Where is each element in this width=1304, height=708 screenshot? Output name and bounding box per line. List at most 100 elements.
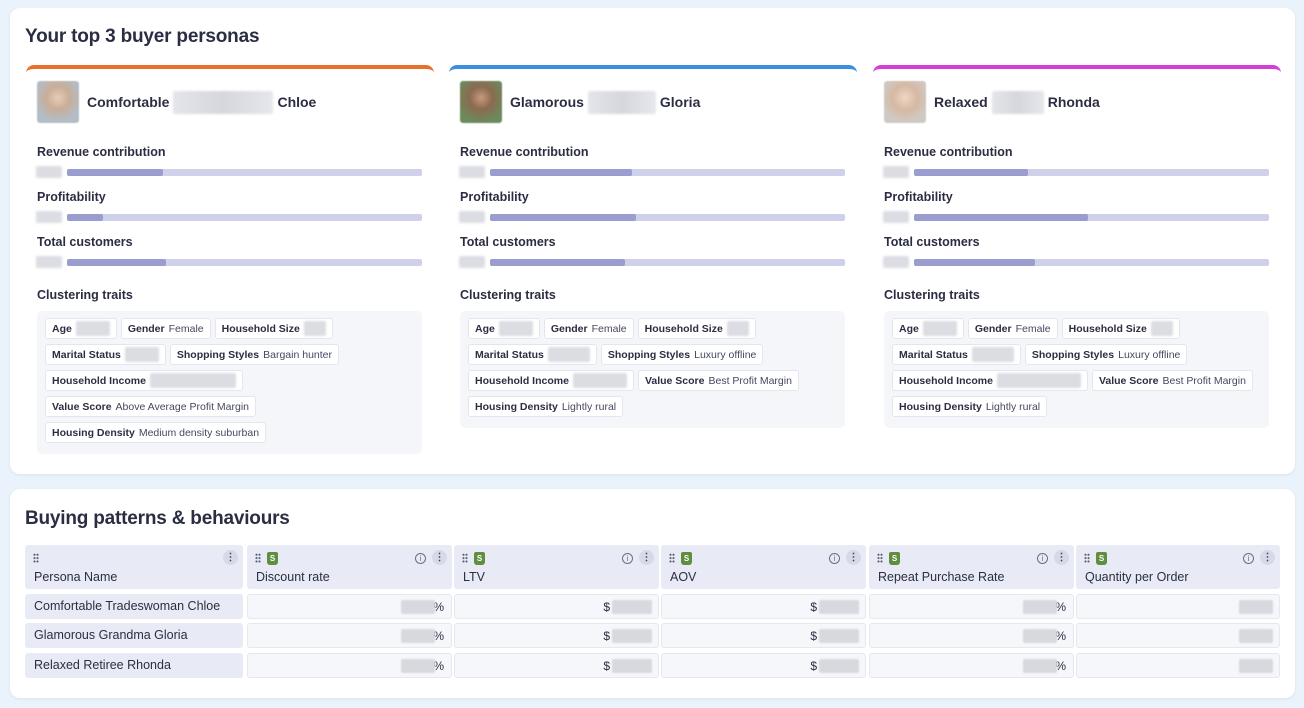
shopify-icon: S: [1096, 552, 1107, 565]
metric-label: Profitability: [37, 190, 106, 204]
percent-sign: %: [433, 659, 444, 673]
info-icon[interactable]: i: [829, 553, 840, 564]
trait-value-redacted: [75, 321, 110, 336]
metric-value-redacted: [883, 166, 909, 178]
table-cell: $: [454, 594, 659, 619]
trait-chip: Household Income: [45, 370, 243, 391]
trait-value: Luxury offline: [1118, 348, 1181, 361]
metric-bar-fill: [914, 259, 1035, 266]
trait-value: Bargain hunter: [263, 348, 333, 361]
cell-value-redacted: [1023, 600, 1057, 614]
table-cell: %: [869, 623, 1074, 648]
drag-handle-icon[interactable]: [669, 553, 675, 563]
column-menu-icon[interactable]: ⋮: [1260, 550, 1275, 565]
trait-key: Household Size: [1068, 322, 1147, 335]
metric-bar: [490, 214, 845, 221]
metric-bar-fill: [67, 259, 167, 266]
drag-handle-icon[interactable]: [33, 553, 39, 563]
persona-first-name: Relaxed: [934, 94, 988, 110]
trait-value: Female: [168, 322, 204, 335]
metric-value-redacted: [459, 256, 485, 268]
persona-card[interactable]: Relaxed Rhonda Revenue contribution Profita…: [873, 65, 1281, 460]
info-icon[interactable]: i: [622, 553, 633, 564]
metric-value-redacted: [36, 256, 62, 268]
drag-handle-icon[interactable]: [462, 553, 468, 563]
dollar-sign: $: [603, 600, 610, 614]
persona-name-redacted: [173, 90, 274, 114]
metric-bar-fill: [67, 169, 163, 176]
persona-card[interactable]: Comfortable Chloe Revenue contribution Prof…: [26, 65, 434, 460]
table-cell: $: [661, 594, 866, 619]
persona-header: Comfortable Chloe: [37, 81, 316, 123]
info-icon[interactable]: i: [415, 553, 426, 564]
personas-title: Your top 3 buyer personas: [25, 26, 260, 47]
trait-key: Marital Status: [899, 348, 968, 361]
percent-sign: %: [433, 629, 444, 643]
trait-value: Lightly rural: [561, 400, 617, 413]
drag-handle-icon[interactable]: [255, 553, 261, 563]
trait-chip: Gender Female: [120, 318, 211, 339]
shopify-icon: S: [474, 552, 485, 565]
column-menu-icon[interactable]: ⋮: [223, 550, 238, 565]
trait-value-redacted: [1150, 321, 1173, 336]
metric-bar: [67, 169, 422, 176]
persona-card[interactable]: Glamorous Gloria Revenue contribution Profi…: [449, 65, 857, 460]
metric-bar-fill: [490, 214, 636, 221]
metric-label: Total customers: [460, 235, 556, 249]
column-menu-icon[interactable]: ⋮: [639, 550, 654, 565]
trait-key: Gender: [550, 322, 588, 335]
cell-value-redacted: [401, 600, 435, 614]
cell-value-redacted: [401, 629, 435, 643]
trait-key: Gender: [974, 322, 1012, 335]
trait-value-redacted: [971, 347, 1014, 362]
trait-value-redacted: [498, 321, 533, 336]
percent-sign: %: [433, 600, 444, 614]
info-icon[interactable]: i: [1243, 553, 1254, 564]
trait-value: Medium density suburban: [138, 426, 260, 439]
trait-chip: Shopping Styles Luxury offline: [600, 344, 764, 365]
trait-chip: Housing Density Medium density suburban: [45, 422, 267, 443]
trait-key: Value Score: [1098, 374, 1159, 387]
trait-chip: Shopping Styles Bargain hunter: [169, 344, 340, 365]
table-cell: %: [869, 653, 1074, 678]
column-menu-icon[interactable]: ⋮: [432, 550, 447, 565]
trait-value: Female: [591, 322, 627, 335]
info-icon[interactable]: i: [1037, 553, 1048, 564]
trait-key: Age: [475, 322, 495, 335]
persona-first-name: Glamorous: [510, 94, 584, 110]
table-cell: $: [661, 653, 866, 678]
trait-chip: Household Size: [214, 318, 333, 339]
table-cell: %: [247, 623, 452, 648]
table-row-persona-name: Glamorous Grandma Gloria: [25, 623, 243, 648]
column-header[interactable]: ⋮ Persona Name: [25, 545, 243, 589]
persona-name-redacted: [587, 90, 656, 114]
trait-key: Age: [899, 322, 919, 335]
drag-handle-icon[interactable]: [1084, 553, 1090, 563]
trait-value-redacted: [922, 321, 957, 336]
trait-chip: Age: [45, 318, 117, 339]
persona-last-name: Gloria: [659, 94, 701, 110]
drag-handle-icon[interactable]: [877, 553, 883, 563]
trait-chip: Age: [892, 318, 964, 339]
trait-value: Female: [1015, 322, 1051, 335]
cell-value-redacted: [1239, 659, 1273, 673]
trait-value: Best Profit Margin: [708, 374, 792, 387]
table-row-persona-name: Relaxed Retiree Rhonda: [25, 653, 243, 678]
metric-value-redacted: [36, 211, 62, 223]
column-menu-icon[interactable]: ⋮: [1054, 550, 1069, 565]
metric-value-redacted: [883, 211, 909, 223]
trait-key: Shopping Styles: [1031, 348, 1115, 361]
cell-value-redacted: [1023, 629, 1057, 643]
patterns-title: Buying patterns & behaviours: [25, 508, 290, 529]
table-cell: %: [247, 594, 452, 619]
metric-value-redacted: [36, 166, 62, 178]
metric-label: Profitability: [884, 190, 953, 204]
percent-sign: %: [1055, 659, 1066, 673]
dollar-sign: $: [810, 629, 817, 643]
column-menu-icon[interactable]: ⋮: [846, 550, 861, 565]
